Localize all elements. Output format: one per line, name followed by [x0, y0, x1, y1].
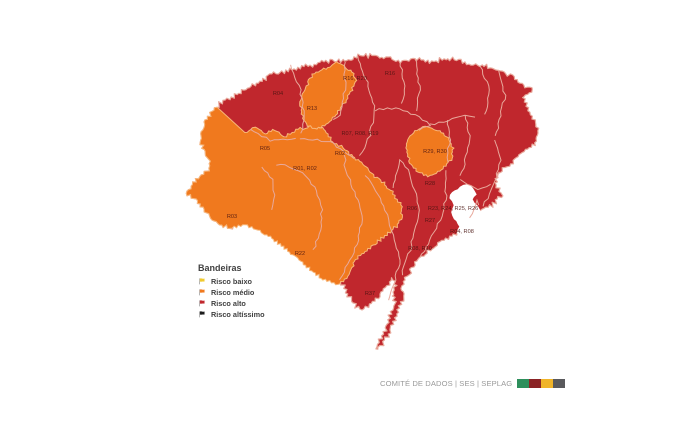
svg-text:R05: R05	[260, 146, 270, 152]
svg-text:R16, R20: R16, R20	[343, 76, 367, 82]
svg-text:R16: R16	[385, 71, 395, 77]
svg-text:R08, R10: R08, R10	[408, 246, 432, 252]
svg-text:R22: R22	[295, 251, 305, 257]
svg-text:R03: R03	[227, 214, 237, 220]
svg-text:R01, R02: R01, R02	[293, 166, 317, 172]
svg-text:R37: R37	[365, 291, 375, 297]
svg-text:R02: R02	[335, 151, 345, 157]
svg-text:R27: R27	[425, 218, 435, 224]
svg-text:R29, R30: R29, R30	[423, 149, 447, 155]
svg-text:R28: R28	[425, 181, 435, 187]
svg-text:R23, R24, R25, R26: R23, R24, R25, R26	[428, 206, 478, 212]
svg-text:R06: R06	[407, 206, 417, 212]
svg-text:R07, R08, R19: R07, R08, R19	[341, 131, 378, 137]
svg-text:R13: R13	[307, 106, 317, 112]
svg-text:R04, R08: R04, R08	[450, 229, 474, 235]
svg-text:R04: R04	[273, 91, 283, 97]
